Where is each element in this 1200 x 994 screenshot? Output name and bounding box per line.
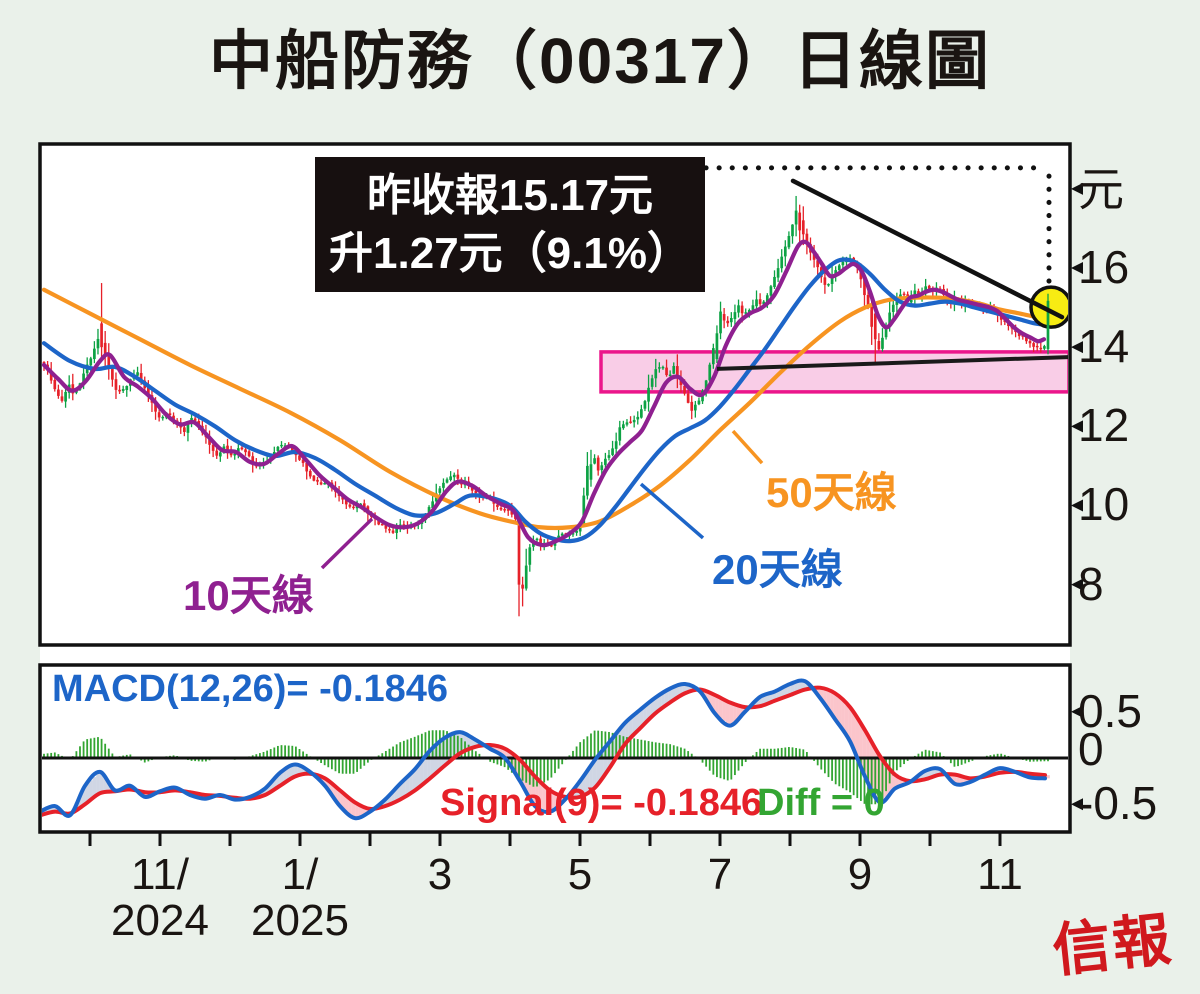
time-tick-label: 5 [567,850,593,899]
macd-tick-label: 0 [1078,722,1104,775]
signal-line [42,685,1047,817]
macd-line [42,678,1047,821]
time-tick-label: 11 [977,850,1023,899]
quote-annotation: 昨收報15.17元 升1.27元（9.1%） [315,157,705,292]
ma20-label: 20天線 [712,546,843,593]
macd-tick-label: -0.5 [1078,777,1158,830]
hkej-logo: 信報 [1049,906,1176,985]
ma10-label: 10天線 [183,572,314,619]
macd-value-label: MACD(12,26)= -0.1846 [52,668,449,710]
pointer-ma10-pointer [320,517,374,570]
macd-panel [42,678,1068,821]
time-tick-label: 1/2025 [251,850,349,945]
macd-panel-border [38,663,1072,834]
descending-trendline [790,178,1065,320]
price-panel-border [38,142,1072,647]
quote-change-line: 升1.27元（9.1%） [329,229,691,278]
price-tick-label: 10 [1078,478,1130,531]
price-panel [42,165,1068,617]
quote-close-line: 昨收報15.17元 [366,171,654,220]
axis-ticks [88,182,1083,846]
signal-value-label: Signal(9)= -0.1846 [440,782,763,824]
pointer-ma50-pointer [731,429,764,465]
time-tick-label: 9 [847,850,873,899]
highlight-circle [1029,285,1068,329]
ma20-line [42,257,1053,544]
price-tick-label: 16 [1078,240,1130,293]
time-tick-label: 3 [427,850,453,899]
ma10-line [42,239,1047,548]
price-tick-label: 12 [1078,399,1130,452]
page-title: 中船防務（00317）日線圖 [209,25,991,97]
price-tick-label: 8 [1078,557,1104,610]
price-axis-unit: 元 [1078,163,1124,216]
time-tick-label: 11/2024 [111,850,209,945]
price-tick-label: 14 [1078,320,1130,373]
diff-value-label: Diff = 0 [757,782,885,824]
pointer-ma20-pointer [639,482,705,540]
macd-tick-label: 0.5 [1078,684,1142,737]
ma50-label: 50天線 [766,469,897,516]
rising-support-line [716,355,1068,371]
time-tick-label: 7 [707,850,733,899]
